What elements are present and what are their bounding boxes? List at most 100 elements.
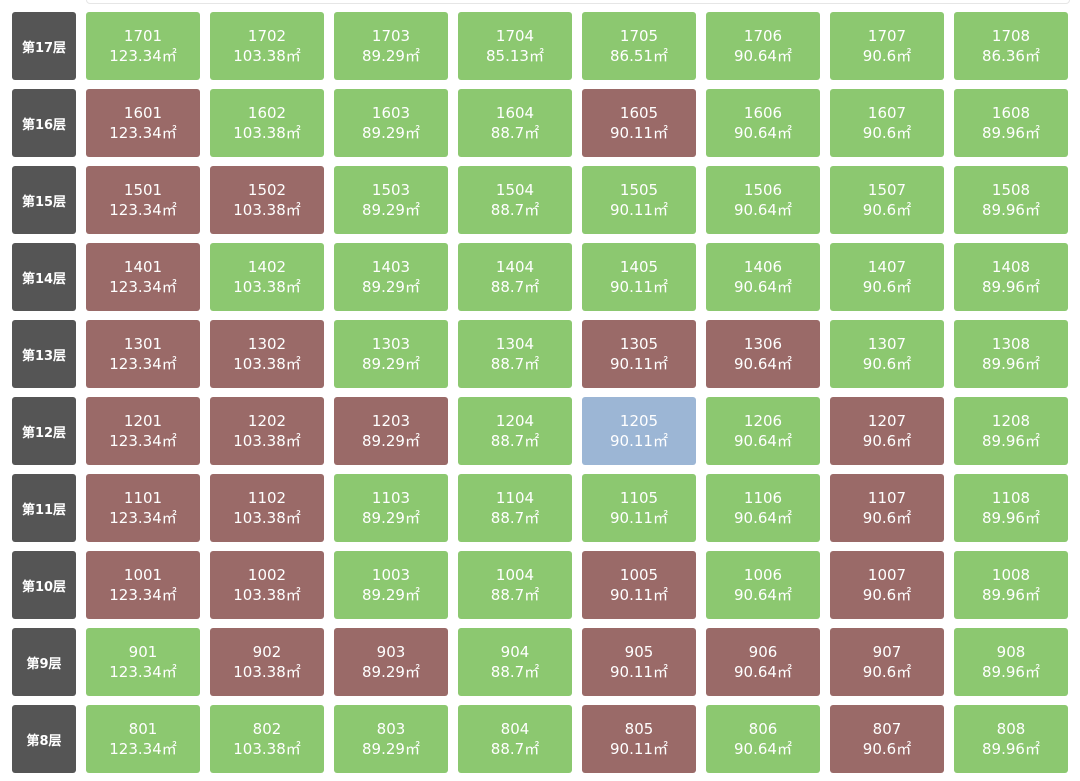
unit-cell[interactable]: 801 123.34㎡ [86, 705, 200, 773]
unit-cell[interactable]: 1707 90.6㎡ [830, 12, 944, 80]
unit-cell[interactable]: 1607 90.6㎡ [830, 89, 944, 157]
unit-cell[interactable]: 1206 90.64㎡ [706, 397, 820, 465]
unit-number: 1703 [371, 27, 411, 45]
unit-cell[interactable]: 1603 89.29㎡ [334, 89, 448, 157]
unit-cell[interactable]: 1204 88.7㎡ [458, 397, 572, 465]
unit-number: 1004 [495, 566, 535, 584]
unit-cell[interactable]: 1408 89.96㎡ [954, 243, 1068, 311]
unit-number: 1107 [867, 489, 907, 507]
unit-cell[interactable]: 1001 123.34㎡ [86, 551, 200, 619]
unit-cell[interactable]: 1703 89.29㎡ [334, 12, 448, 80]
unit-cell[interactable]: 1702 103.38㎡ [210, 12, 324, 80]
unit-cell[interactable]: 1604 88.7㎡ [458, 89, 572, 157]
unit-cell[interactable]: 908 89.96㎡ [954, 628, 1068, 696]
unit-cell[interactable]: 1504 88.7㎡ [458, 166, 572, 234]
unit-cell[interactable]: 1402 103.38㎡ [210, 243, 324, 311]
unit-cell[interactable]: 1207 90.6㎡ [830, 397, 944, 465]
unit-cell[interactable]: 1002 103.38㎡ [210, 551, 324, 619]
unit-cell[interactable]: 1606 90.64㎡ [706, 89, 820, 157]
unit-number: 808 [996, 720, 1026, 738]
unit-cell[interactable]: 1507 90.6㎡ [830, 166, 944, 234]
unit-cell[interactable]: 1404 88.7㎡ [458, 243, 572, 311]
unit-cell[interactable]: 1406 90.64㎡ [706, 243, 820, 311]
unit-cell[interactable]: 1107 90.6㎡ [830, 474, 944, 542]
unit-cell[interactable]: 1401 123.34㎡ [86, 243, 200, 311]
unit-number: 1708 [991, 27, 1031, 45]
unit-cell[interactable]: 1301 123.34㎡ [86, 320, 200, 388]
unit-cell[interactable]: 1306 90.64㎡ [706, 320, 820, 388]
unit-cell[interactable]: 1304 88.7㎡ [458, 320, 572, 388]
unit-cell[interactable]: 902 103.38㎡ [210, 628, 324, 696]
unit-cell[interactable]: 1502 103.38㎡ [210, 166, 324, 234]
unit-cell[interactable]: 1403 89.29㎡ [334, 243, 448, 311]
unit-cell[interactable]: 1705 86.51㎡ [582, 12, 696, 80]
unit-cell[interactable]: 1101 123.34㎡ [86, 474, 200, 542]
unit-cell[interactable]: 1501 123.34㎡ [86, 166, 200, 234]
unit-number: 1305 [619, 335, 659, 353]
unit-cell[interactable]: 1405 90.11㎡ [582, 243, 696, 311]
unit-cell[interactable]: 1003 89.29㎡ [334, 551, 448, 619]
unit-cell[interactable]: 1308 89.96㎡ [954, 320, 1068, 388]
unit-cell[interactable]: 806 90.64㎡ [706, 705, 820, 773]
unit-cell[interactable]: 1005 90.11㎡ [582, 551, 696, 619]
unit-cell[interactable]: 808 89.96㎡ [954, 705, 1068, 773]
unit-area: 103.38㎡ [233, 47, 301, 65]
unit-cell[interactable]: 1706 90.64㎡ [706, 12, 820, 80]
unit-number: 906 [748, 643, 778, 661]
unit-cell[interactable]: 1008 89.96㎡ [954, 551, 1068, 619]
unit-cell[interactable]: 1007 90.6㎡ [830, 551, 944, 619]
unit-cell[interactable]: 1201 123.34㎡ [86, 397, 200, 465]
unit-cell[interactable]: 1104 88.7㎡ [458, 474, 572, 542]
unit-cell[interactable]: 1601 123.34㎡ [86, 89, 200, 157]
unit-cell[interactable]: 906 90.64㎡ [706, 628, 820, 696]
unit-cell[interactable]: 1203 89.29㎡ [334, 397, 448, 465]
unit-cell[interactable]: 1307 90.6㎡ [830, 320, 944, 388]
unit-cell[interactable]: 804 88.7㎡ [458, 705, 572, 773]
unit-number: 905 [624, 643, 654, 661]
unit-cell[interactable]: 1108 89.96㎡ [954, 474, 1068, 542]
unit-area: 90.6㎡ [862, 201, 912, 219]
unit-number: 908 [996, 643, 1026, 661]
unit-cell[interactable]: 1102 103.38㎡ [210, 474, 324, 542]
unit-cell[interactable]: 1708 86.36㎡ [954, 12, 1068, 80]
unit-cell[interactable]: 1106 90.64㎡ [706, 474, 820, 542]
unit-cell[interactable]: 1505 90.11㎡ [582, 166, 696, 234]
floor-label: 第8层 [12, 705, 76, 773]
unit-cell[interactable]: 1103 89.29㎡ [334, 474, 448, 542]
unit-cell[interactable]: 1305 90.11㎡ [582, 320, 696, 388]
unit-area: 90.64㎡ [734, 740, 792, 758]
unit-cell[interactable]: 1004 88.7㎡ [458, 551, 572, 619]
unit-number: 1406 [743, 258, 783, 276]
unit-cell[interactable]: 1701 123.34㎡ [86, 12, 200, 80]
unit-cell[interactable]: 1202 103.38㎡ [210, 397, 324, 465]
unit-cell[interactable]: 901 123.34㎡ [86, 628, 200, 696]
unit-area: 90.6㎡ [862, 47, 912, 65]
unit-number: 1601 [123, 104, 163, 122]
unit-cell[interactable]: 903 89.29㎡ [334, 628, 448, 696]
unit-cell[interactable]: 807 90.6㎡ [830, 705, 944, 773]
floor-label: 第15层 [12, 166, 76, 234]
unit-cell[interactable]: 1105 90.11㎡ [582, 474, 696, 542]
unit-number: 1204 [495, 412, 535, 430]
unit-cell[interactable]: 802 103.38㎡ [210, 705, 324, 773]
unit-cell[interactable]: 905 90.11㎡ [582, 628, 696, 696]
unit-area: 88.7㎡ [490, 201, 540, 219]
unit-cell[interactable]: 1704 85.13㎡ [458, 12, 572, 80]
unit-cell[interactable]: 1303 89.29㎡ [334, 320, 448, 388]
unit-cell[interactable]: 805 90.11㎡ [582, 705, 696, 773]
unit-cell[interactable]: 904 88.7㎡ [458, 628, 572, 696]
unit-cell[interactable]: 803 89.29㎡ [334, 705, 448, 773]
unit-cell[interactable]: 1006 90.64㎡ [706, 551, 820, 619]
unit-cell[interactable]: 1602 103.38㎡ [210, 89, 324, 157]
unit-cell[interactable]: 1208 89.96㎡ [954, 397, 1068, 465]
unit-cell[interactable]: 1605 90.11㎡ [582, 89, 696, 157]
unit-cell[interactable]: 1508 89.96㎡ [954, 166, 1068, 234]
unit-number: 1308 [991, 335, 1031, 353]
unit-cell[interactable]: 1302 103.38㎡ [210, 320, 324, 388]
unit-cell[interactable]: 1205 90.11㎡ [582, 397, 696, 465]
unit-cell[interactable]: 1503 89.29㎡ [334, 166, 448, 234]
unit-cell[interactable]: 1506 90.64㎡ [706, 166, 820, 234]
unit-cell[interactable]: 1407 90.6㎡ [830, 243, 944, 311]
unit-cell[interactable]: 1608 89.96㎡ [954, 89, 1068, 157]
unit-cell[interactable]: 907 90.6㎡ [830, 628, 944, 696]
